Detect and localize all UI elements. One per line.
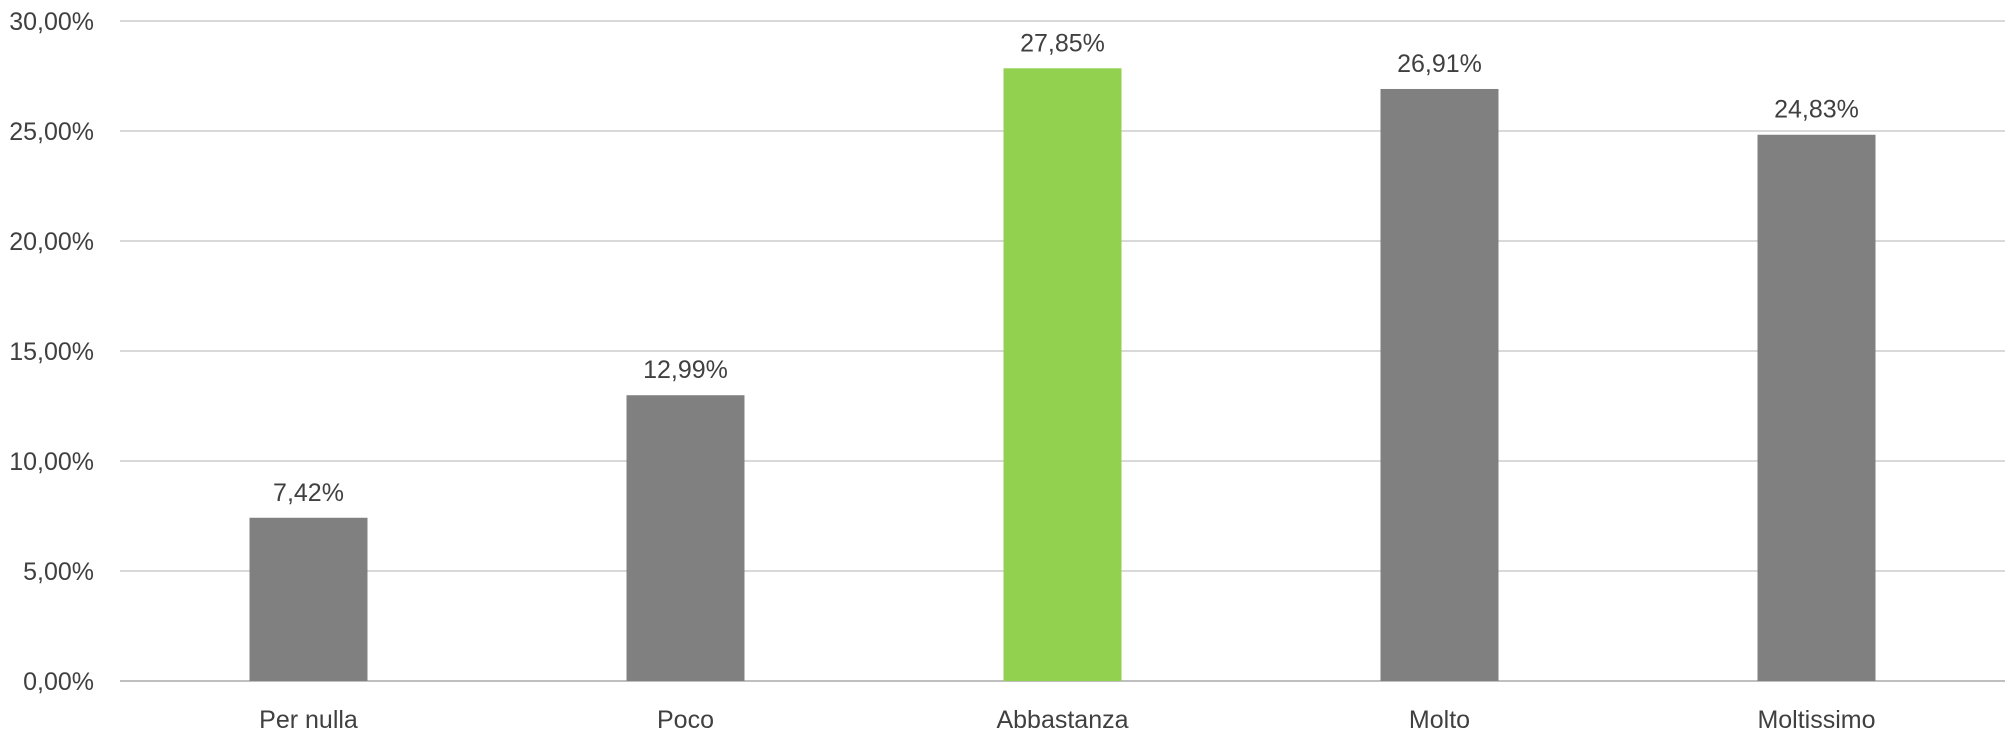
data-label: 12,99% [643,356,728,384]
y-tick-label: 5,00% [23,558,94,586]
y-tick-label: 20,00% [9,228,94,256]
y-tick-label: 30,00% [9,8,94,36]
data-label: 27,85% [1020,29,1105,57]
bar-poco [626,395,745,681]
bars [249,68,1876,682]
x-tick-label: Per nulla [259,706,358,733]
bar-per-nulla [249,517,368,681]
data-label: 7,42% [273,479,344,507]
x-axis-category-labels: Per nulla Poco Abbastanza Molto Moltissimo [259,706,1875,733]
x-tick-label: Moltissimo [1757,706,1875,733]
bar-abbastanza [1003,68,1122,682]
x-tick-label: Poco [657,706,714,733]
y-tick-label: 15,00% [9,338,94,366]
y-tick-label: 0,00% [23,668,94,696]
y-tick-label: 10,00% [9,448,94,476]
y-axis-tick-labels: 0,00% 5,00% 10,00% 15,00% 20,00% 25,00% 30,00% [9,8,94,696]
x-tick-label: Molto [1409,706,1470,733]
bar-molto [1380,88,1499,682]
x-tick-label: Abbastanza [996,706,1128,733]
data-label: 24,83% [1774,96,1859,124]
data-labels: 7,42% 12,99% 27,85% 26,91% 24,83% [273,29,1859,506]
data-label: 26,91% [1397,50,1482,78]
bar-moltissimo [1757,134,1876,682]
y-tick-label: 25,00% [9,118,94,146]
